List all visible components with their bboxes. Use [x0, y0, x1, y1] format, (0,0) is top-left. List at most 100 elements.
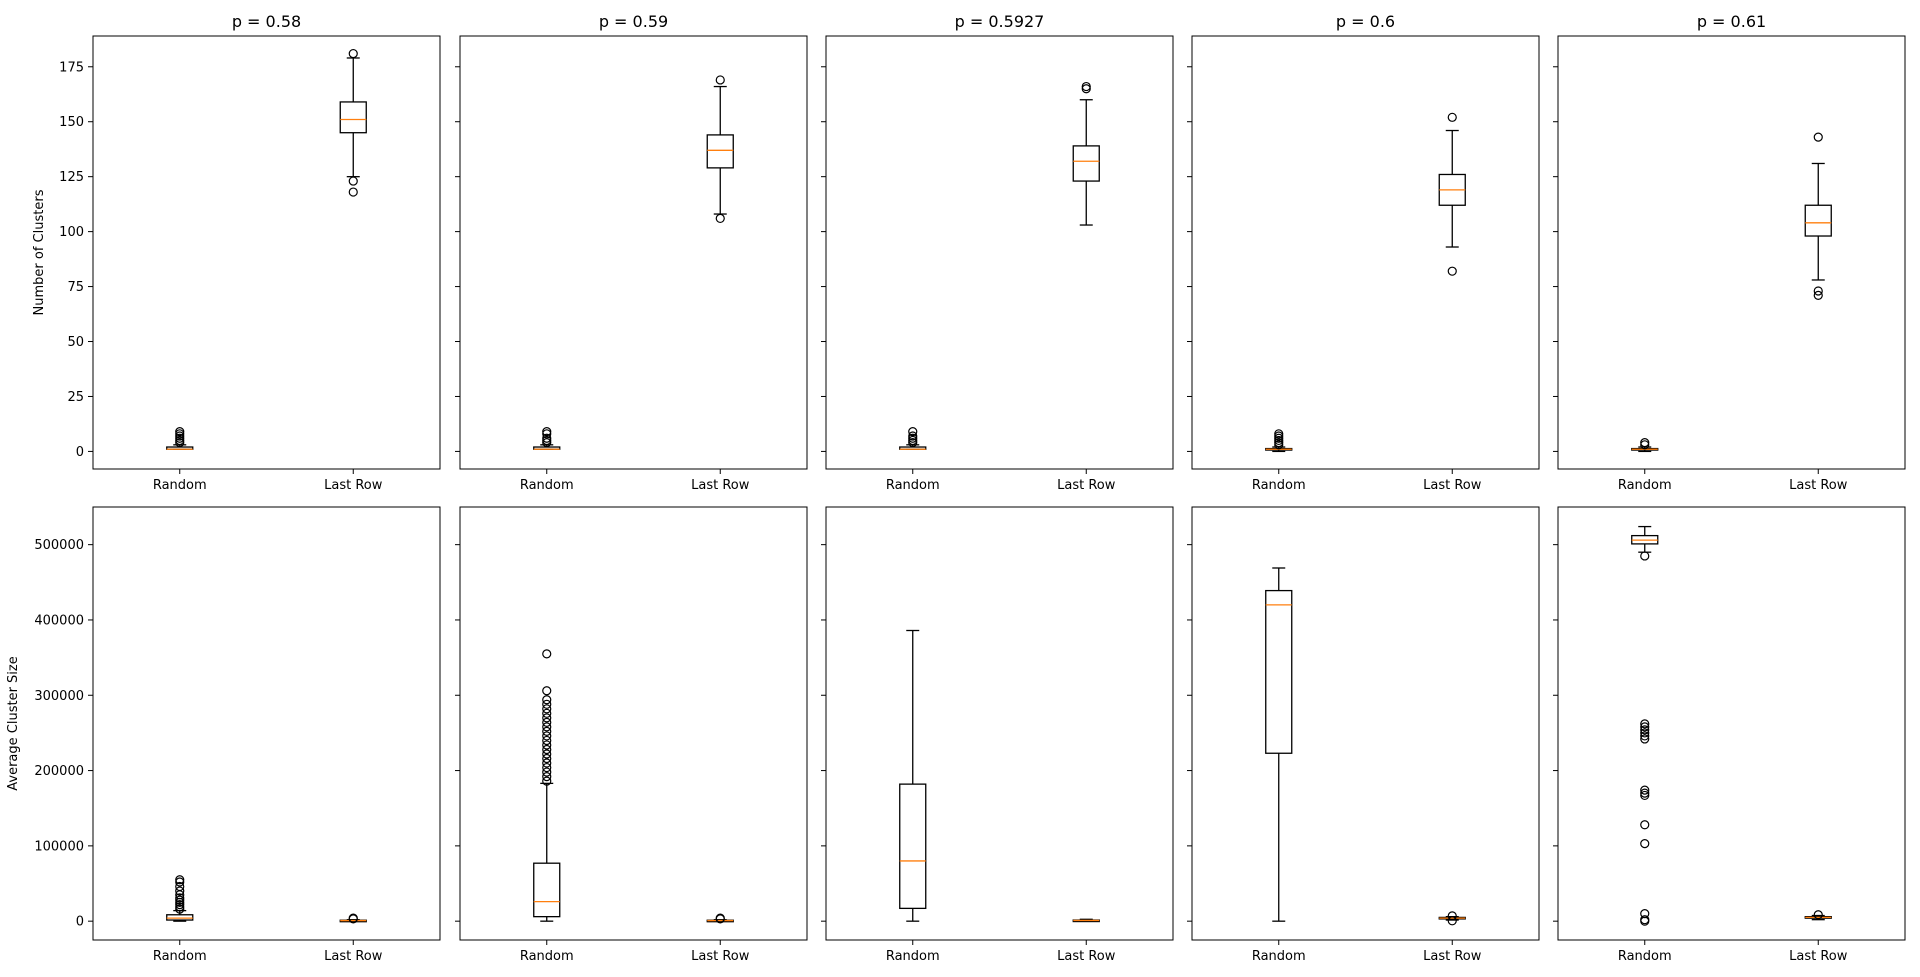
- outlier-point: [348, 48, 358, 59]
- subplot-r1-c2: p = 0.59 Random Last Row: [455, 12, 808, 493]
- box-last-row: [1804, 132, 1832, 300]
- outlier-point: [542, 686, 552, 696]
- subplot-title: p = 0.58: [232, 12, 301, 31]
- outlier-point: [908, 431, 918, 441]
- subplot-r1-c4: p = 0.6 Random Last Row: [1187, 12, 1540, 493]
- outlier-point: [1640, 839, 1650, 849]
- subplot-r2-c4: Random Last Row: [1187, 506, 1540, 964]
- y-tick-label: 100000: [34, 839, 84, 854]
- box-random: [1631, 438, 1659, 453]
- outlier-point: [542, 713, 552, 723]
- box-last-row: [1072, 81, 1100, 226]
- x-tick-label: Last Row: [1057, 949, 1116, 964]
- box-last-row: [706, 75, 734, 224]
- outlier-point: [542, 704, 552, 714]
- x-tick-label: Last Row: [1789, 949, 1848, 964]
- outlier-point: [1813, 132, 1823, 142]
- x-tick-label: Random: [1252, 949, 1306, 964]
- axes-frame: [825, 506, 1174, 941]
- outlier-point: [348, 187, 358, 197]
- outlier-point: [348, 176, 358, 186]
- outlier-point: [1447, 916, 1457, 926]
- outlier-point: [542, 695, 552, 705]
- x-tick-label: Random: [886, 949, 940, 964]
- outlier-point: [542, 767, 552, 777]
- outlier-point: [542, 758, 552, 768]
- x-tick-label: Random: [1618, 478, 1672, 493]
- outlier-point: [1447, 112, 1457, 122]
- outlier-point: [1640, 725, 1650, 735]
- outlier-point: [715, 213, 725, 224]
- y-axis-label: Number of Clusters: [32, 189, 47, 315]
- outlier-point: [1640, 916, 1650, 926]
- box-iqr: [1804, 204, 1832, 237]
- outlier-point: [542, 776, 552, 786]
- outlier-point: [175, 875, 185, 885]
- outlier-point: [1813, 286, 1823, 296]
- box-last-row: [339, 48, 367, 197]
- subplot-title: p = 0.6: [1336, 12, 1395, 31]
- axes-frame: [1557, 35, 1906, 470]
- box-iqr: [166, 914, 194, 921]
- subplot-r1-c1: p = 0.58 0 25 50 75 100 125 150 175 Random Last Ro…: [59, 12, 441, 493]
- outlier-point: [542, 726, 552, 737]
- subplot-r2-c2: Random Last Row: [455, 506, 808, 964]
- outlier-point: [1640, 438, 1650, 448]
- outlier-point: [175, 881, 185, 892]
- box-random: [533, 649, 561, 922]
- outlier-point: [1640, 551, 1650, 561]
- outlier-point: [542, 749, 552, 759]
- outlier-point: [1447, 266, 1457, 276]
- x-tick-label: Last Row: [1423, 478, 1482, 493]
- axes-frame: [92, 35, 441, 470]
- x-tick-label: Last Row: [691, 478, 750, 493]
- y-tick-label: 500000: [34, 538, 84, 553]
- outlier-point: [1640, 734, 1650, 744]
- outlier-point: [348, 913, 358, 923]
- outlier-point: [542, 433, 552, 443]
- outlier-point: [542, 708, 552, 718]
- box-last-row: [339, 913, 367, 924]
- subplot-r2-c3: Random Last Row: [821, 506, 1174, 964]
- outlier-point: [715, 75, 725, 85]
- box-random: [899, 427, 927, 450]
- axes-frame: [459, 35, 808, 470]
- outlier-point: [542, 699, 552, 709]
- outlier-point: [542, 649, 552, 659]
- x-tick-label: Last Row: [1789, 478, 1848, 493]
- outlier-point: [542, 753, 552, 764]
- subplot-r2-c1: 0 100000 200000 300000 400000 500000 Random Las…: [34, 506, 441, 964]
- x-tick-label: Random: [153, 478, 207, 493]
- subplot-title: p = 0.5927: [955, 12, 1045, 31]
- box-random: [899, 629, 927, 922]
- outlier-point: [1640, 790, 1650, 801]
- axes-frame: [1557, 506, 1906, 941]
- box-random: [1265, 429, 1293, 453]
- box-last-row: [1438, 911, 1466, 926]
- outlier-point: [1640, 731, 1650, 741]
- box-last-row: [1438, 112, 1466, 276]
- outlier-point: [1813, 910, 1823, 920]
- outlier-point: [542, 427, 552, 437]
- y-tick-label: 200000: [34, 764, 84, 779]
- axes-frame: [459, 506, 808, 941]
- box-random: [533, 427, 561, 450]
- box-iqr: [533, 862, 561, 918]
- y-tick-label: 175: [59, 60, 84, 75]
- subplot-r2-c5: Random Last Row: [1553, 506, 1906, 964]
- outlier-point: [542, 762, 552, 773]
- axes-frame: [92, 506, 441, 941]
- y-tick-label: 100: [59, 225, 84, 240]
- box-iqr: [1265, 589, 1293, 754]
- outlier-point: [1640, 719, 1650, 729]
- subplot-r1-c3: p = 0.5927 Random Last Row: [821, 12, 1174, 493]
- x-tick-label: Last Row: [1423, 949, 1482, 964]
- outlier-point: [1813, 290, 1823, 300]
- y-tick-label: 300000: [34, 689, 84, 704]
- box-iqr: [706, 134, 734, 169]
- box-last-row: [1072, 918, 1100, 923]
- axes-frame: [825, 35, 1174, 470]
- x-tick-label: Last Row: [324, 949, 383, 964]
- outlier-point: [542, 744, 552, 755]
